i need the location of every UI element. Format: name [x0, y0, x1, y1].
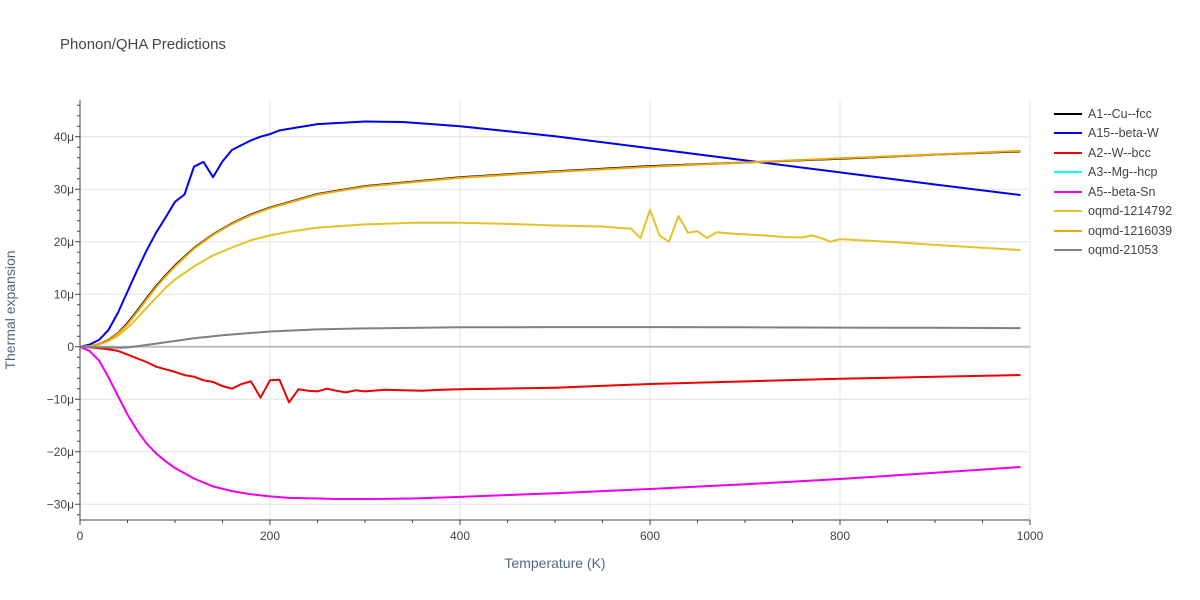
- legend-item[interactable]: A2--W--bcc: [1054, 143, 1172, 163]
- y-tick-label: 20μ: [54, 235, 74, 249]
- legend-item[interactable]: oqmd-1216039: [1054, 221, 1172, 241]
- series-line-a5-beta-sn[interactable]: [79, 345, 1021, 500]
- legend-swatch: [1054, 112, 1082, 115]
- legend: A1--Cu--fcc A15--beta-W A2--W--bcc A3--Mg--…: [1054, 104, 1172, 260]
- x-tick-label: 400: [450, 529, 470, 543]
- series-line-oqmd-1214792[interactable]: [79, 208, 1021, 348]
- legend-label: A15--beta-W: [1088, 126, 1159, 141]
- legend-swatch: [1054, 210, 1082, 213]
- y-tick-label: −10μ: [47, 392, 74, 406]
- legend-label: A5--beta-Sn: [1088, 184, 1156, 199]
- series-line-oqmd-1216039[interactable]: [79, 149, 1021, 348]
- y-tick-label: −20μ: [47, 445, 74, 459]
- y-tick-label: 40μ: [54, 130, 74, 144]
- legend-label: oqmd-1216039: [1088, 223, 1173, 238]
- y-tick-label: 10μ: [54, 287, 74, 301]
- legend-item[interactable]: A1--Cu--fcc: [1054, 104, 1172, 124]
- legend-swatch: [1054, 151, 1082, 154]
- legend-swatch: [1054, 249, 1082, 252]
- axes: 0 200 400 600 800 1000 −30μ −20μ −10μ 0 10μ 20μ 30μ 4…: [47, 100, 1044, 543]
- legend-label: A3--Mg--hcp: [1088, 165, 1158, 180]
- legend-item[interactable]: oqmd-21053: [1054, 241, 1172, 261]
- legend-swatch: [1054, 190, 1082, 193]
- x-tick-label: 200: [260, 529, 280, 543]
- x-tick-label: 600: [640, 529, 660, 543]
- x-tick-label: 0: [77, 529, 84, 543]
- y-tick-label: 30μ: [54, 182, 74, 196]
- y-tick-label: 0: [67, 340, 74, 354]
- legend-item[interactable]: oqmd-1214792: [1054, 202, 1172, 222]
- series-lines: [79, 120, 1021, 500]
- series-line-a1-cu-fcc[interactable]: [79, 150, 1021, 348]
- legend-label: oqmd-1214792: [1088, 204, 1173, 219]
- legend-swatch: [1054, 171, 1082, 174]
- legend-swatch: [1054, 132, 1082, 135]
- legend-item[interactable]: A3--Mg--hcp: [1054, 163, 1172, 183]
- x-tick-label: 800: [830, 529, 850, 543]
- x-tick-label: 1000: [1017, 529, 1044, 543]
- legend-label: A1--Cu--fcc: [1088, 106, 1152, 121]
- series-line-a15-beta-w[interactable]: [79, 120, 1021, 348]
- x-axis-title: Temperature (K): [504, 555, 605, 571]
- legend-swatch: [1054, 229, 1082, 232]
- series-line-a2-w-bcc[interactable]: [79, 345, 1021, 404]
- legend-item[interactable]: A15--beta-W: [1054, 124, 1172, 144]
- series-line-oqmd-21053[interactable]: [79, 326, 1021, 349]
- y-axis-title: Thermal expansion: [2, 250, 18, 369]
- legend-label: oqmd-21053: [1088, 243, 1159, 258]
- legend-item[interactable]: A5--beta-Sn: [1054, 182, 1172, 202]
- y-tick-label: −30μ: [47, 497, 74, 511]
- legend-label: A2--W--bcc: [1088, 145, 1151, 160]
- chart-title: Phonon/QHA Predictions: [60, 36, 226, 53]
